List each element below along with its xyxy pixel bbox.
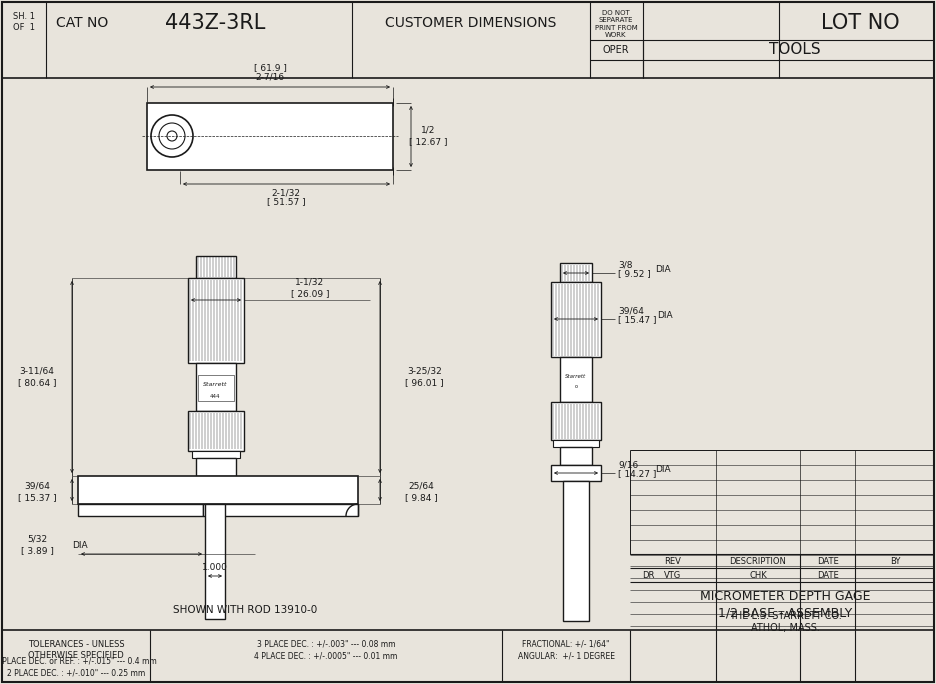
- Bar: [78, 476, 358, 504]
- Text: 1/2
[ 12.67 ]: 1/2 [ 12.67 ]: [409, 126, 447, 146]
- Text: 9/16: 9/16: [618, 460, 638, 469]
- Text: CUSTOMER DIMENSIONS: CUSTOMER DIMENSIONS: [386, 16, 557, 30]
- Text: Starrett: Starrett: [565, 373, 587, 378]
- Text: DIA: DIA: [657, 311, 673, 319]
- Text: DIA: DIA: [655, 265, 670, 274]
- Text: DIA: DIA: [655, 464, 670, 473]
- Text: 1.000: 1.000: [202, 562, 228, 572]
- Bar: [563, 481, 589, 621]
- Text: 3 PLACE DEC. : +/-.003" --- 0.08 mm
4 PLACE DEC. : +/-.0005" --- 0.01 mm: 3 PLACE DEC. : +/-.003" --- 0.08 mm 4 PL…: [255, 640, 398, 660]
- Text: 3/8: 3/8: [618, 261, 633, 269]
- Text: 39/64
[ 15.37 ]: 39/64 [ 15.37 ]: [18, 482, 56, 502]
- Text: DATE: DATE: [817, 570, 839, 579]
- Text: CAT NO: CAT NO: [56, 16, 109, 30]
- Text: [ 15.47 ]: [ 15.47 ]: [618, 315, 656, 324]
- Text: 444: 444: [210, 393, 220, 399]
- Circle shape: [151, 115, 193, 157]
- Text: DR: DR: [642, 570, 654, 579]
- Text: 1 PLACE DEC. or REF. : +/-.015" --- 0.4 mm
2 PLACE DEC. : +/-.010" --- 0.25 mm: 1 PLACE DEC. or REF. : +/-.015" --- 0.4 …: [0, 657, 157, 677]
- Text: 1-1/32
[ 26.09 ]: 1-1/32 [ 26.09 ]: [291, 278, 329, 298]
- Bar: [553, 440, 599, 447]
- Bar: [196, 256, 236, 278]
- Text: 5/32
[ 3.89 ]: 5/32 [ 3.89 ]: [21, 535, 53, 555]
- Text: 39/64: 39/64: [618, 306, 644, 315]
- Text: SH. 1
OF  1: SH. 1 OF 1: [13, 12, 35, 32]
- Text: LOT NO: LOT NO: [821, 13, 899, 33]
- Bar: [188, 411, 244, 451]
- Text: BY: BY: [890, 557, 900, 566]
- Bar: [192, 451, 240, 458]
- Bar: [198, 375, 234, 401]
- Text: 3-25/32
[ 96.01 ]: 3-25/32 [ 96.01 ]: [405, 367, 444, 387]
- Bar: [78, 504, 203, 516]
- Text: THE L.S. STARRETT CO.
ATHOL, MASS.: THE L.S. STARRETT CO. ATHOL, MASS.: [728, 611, 841, 633]
- Text: [ 61.9 ]: [ 61.9 ]: [254, 64, 286, 73]
- Bar: [205, 504, 225, 619]
- Text: [ 9.52 ]: [ 9.52 ]: [618, 269, 651, 278]
- Text: VTG: VTG: [665, 570, 681, 579]
- Text: TOLERANCES - UNLESS
OTHERWISE SPECIFIED: TOLERANCES - UNLESS OTHERWISE SPECIFIED: [28, 640, 124, 660]
- Text: [ 51.57 ]: [ 51.57 ]: [267, 198, 305, 207]
- Text: 3-11/64
[ 80.64 ]: 3-11/64 [ 80.64 ]: [18, 367, 56, 387]
- Text: [ 14.27 ]: [ 14.27 ]: [618, 469, 656, 479]
- Text: DESCRIPTION: DESCRIPTION: [729, 557, 786, 566]
- Text: MICROMETER DEPTH GAGE
1/2 BASE - ASSEMBLY: MICROMETER DEPTH GAGE 1/2 BASE - ASSEMBL…: [700, 590, 870, 620]
- Bar: [551, 282, 601, 357]
- Bar: [196, 363, 236, 411]
- Text: FRACTIONAL: +/- 1/64"
ANGULAR:  +/- 1 DEGREE: FRACTIONAL: +/- 1/64" ANGULAR: +/- 1 DEG…: [518, 640, 615, 660]
- Text: o: o: [575, 384, 578, 389]
- Text: OPER: OPER: [603, 45, 629, 55]
- Bar: [147, 103, 393, 170]
- Text: 2-1/32: 2-1/32: [271, 189, 300, 198]
- Bar: [551, 465, 601, 481]
- Bar: [560, 447, 592, 465]
- Text: TOOLS: TOOLS: [769, 42, 821, 57]
- Text: REV: REV: [665, 557, 681, 566]
- Text: Starrett: Starrett: [203, 382, 227, 388]
- Bar: [203, 504, 358, 516]
- Text: 443Z-3RL: 443Z-3RL: [165, 13, 265, 33]
- Circle shape: [167, 131, 177, 141]
- Text: 25/64
[ 9.84 ]: 25/64 [ 9.84 ]: [405, 482, 438, 502]
- Text: DIA: DIA: [72, 540, 88, 549]
- Text: DO NOT
SEPARATE
PRINT FROM
WORK: DO NOT SEPARATE PRINT FROM WORK: [594, 10, 637, 38]
- Text: 2-7/16: 2-7/16: [256, 73, 285, 81]
- Bar: [560, 263, 592, 282]
- Bar: [196, 458, 236, 476]
- Text: DATE: DATE: [817, 557, 839, 566]
- Bar: [560, 357, 592, 402]
- Bar: [551, 402, 601, 440]
- Circle shape: [159, 123, 185, 149]
- Text: CHK: CHK: [749, 570, 767, 579]
- Bar: [188, 278, 244, 363]
- Text: SHOWN WITH ROD 13910-0: SHOWN WITH ROD 13910-0: [173, 605, 317, 615]
